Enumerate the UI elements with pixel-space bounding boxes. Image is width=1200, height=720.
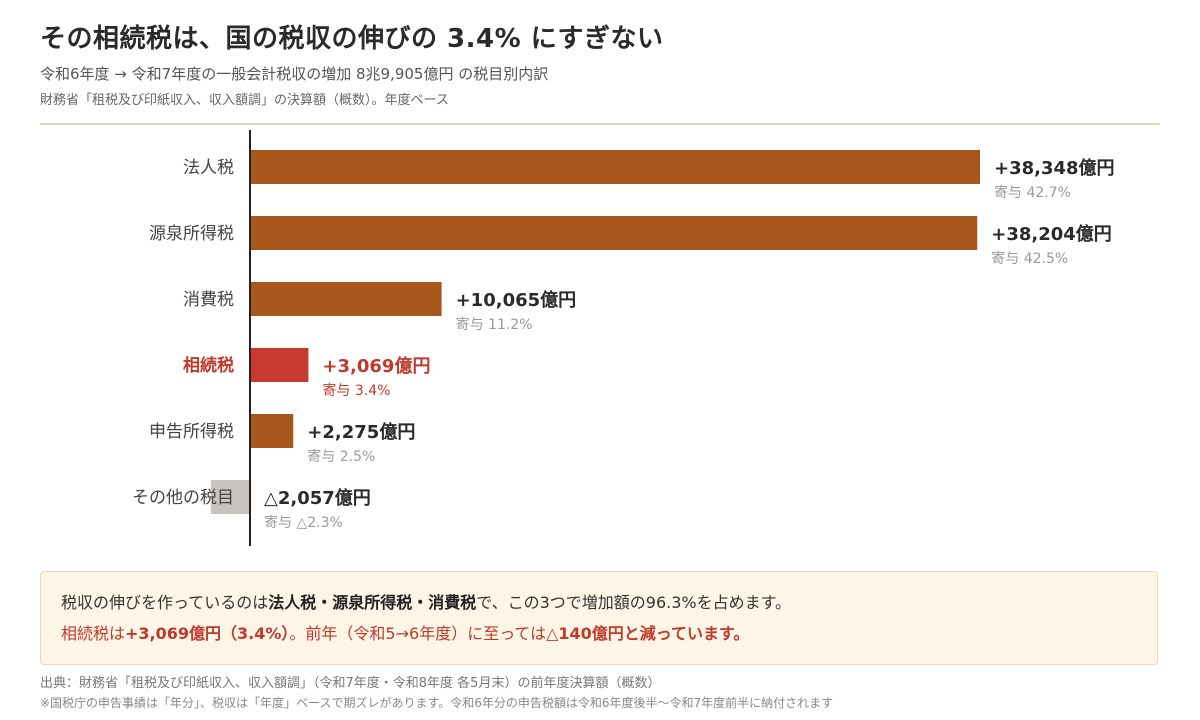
bar [250, 216, 978, 250]
bar [250, 150, 980, 184]
summary-line-2-b: +3,069億円（3.4%） [125, 624, 290, 643]
page-title: その相続税は、国の税収の伸びの 3.4% にすぎない [40, 24, 664, 54]
category-label: 相続税 [183, 355, 234, 376]
header-divider [40, 123, 1160, 125]
summary-note-box: 税収の伸びを作っているのは法人税・源泉所得税・消費税で、この3つで増加額の96.… [40, 571, 1158, 665]
category-label: 源泉所得税 [149, 224, 234, 244]
value-label: +3,069億円 [322, 355, 430, 377]
footer-note: ※国税庁の申告事績は「年分」、税収は「年度」ベースで期ズレがあります。令和6年分… [40, 696, 834, 710]
source-note: 財務省「租税及び印紙収入、収入額調」の決算額（概数）。年度ベース [40, 93, 449, 108]
value-label: +38,348億円 [994, 157, 1115, 179]
summary-line-1: 税収の伸びを作っているのは法人税・源泉所得税・消費税で、この3つで増加額の96.… [61, 589, 791, 613]
category-label: その他の税目 [132, 488, 234, 508]
share-label: 寄与 2.5% [307, 448, 375, 465]
summary-line-2-c: 。前年（令和5→6年度）に至っては [289, 624, 547, 643]
summary-line-2-d: △140億円と減っています。 [546, 624, 750, 643]
bar [250, 282, 442, 316]
category-label: 申告所得税 [149, 422, 234, 442]
value-label: +38,204億円 [991, 223, 1112, 245]
bar [250, 348, 309, 382]
summary-line-1-b: 法人税・源泉所得税・消費税 [268, 593, 477, 612]
bar [210, 480, 250, 514]
summary-line-1-a: 税収の伸びを作っているのは [61, 593, 269, 612]
value-label: △2,057億円 [264, 487, 371, 509]
summary-line-2: 相続税は+3,069億円（3.4%）。前年（令和5→6年度）に至っては△140億… [61, 620, 749, 644]
summary-line-1-c: で、この3つで増加額の96.3%を占めます。 [476, 593, 791, 612]
bar [250, 414, 294, 448]
value-label: +2,275億円 [307, 421, 415, 443]
share-label: 寄与 △2.3% [264, 514, 343, 531]
share-label: 寄与 11.2% [456, 316, 533, 333]
subtitle: 令和6年度 → 令和7年度の一般会計税収の増加 8兆9,905億円 の税目別内訳 [40, 65, 549, 83]
summary-line-2-a: 相続税は [61, 624, 126, 643]
value-label: +10,065億円 [456, 289, 577, 311]
category-label: 消費税 [183, 290, 234, 310]
share-label: 寄与 3.4% [322, 382, 390, 399]
category-label: 法人税 [183, 158, 234, 178]
share-label: 寄与 42.5% [991, 250, 1068, 267]
footer-source: 出典：財務省「租税及び印紙収入、収入額調」（令和7年度・令和8年度 各5月末）の… [40, 676, 661, 691]
share-label: 寄与 42.7% [994, 184, 1071, 201]
